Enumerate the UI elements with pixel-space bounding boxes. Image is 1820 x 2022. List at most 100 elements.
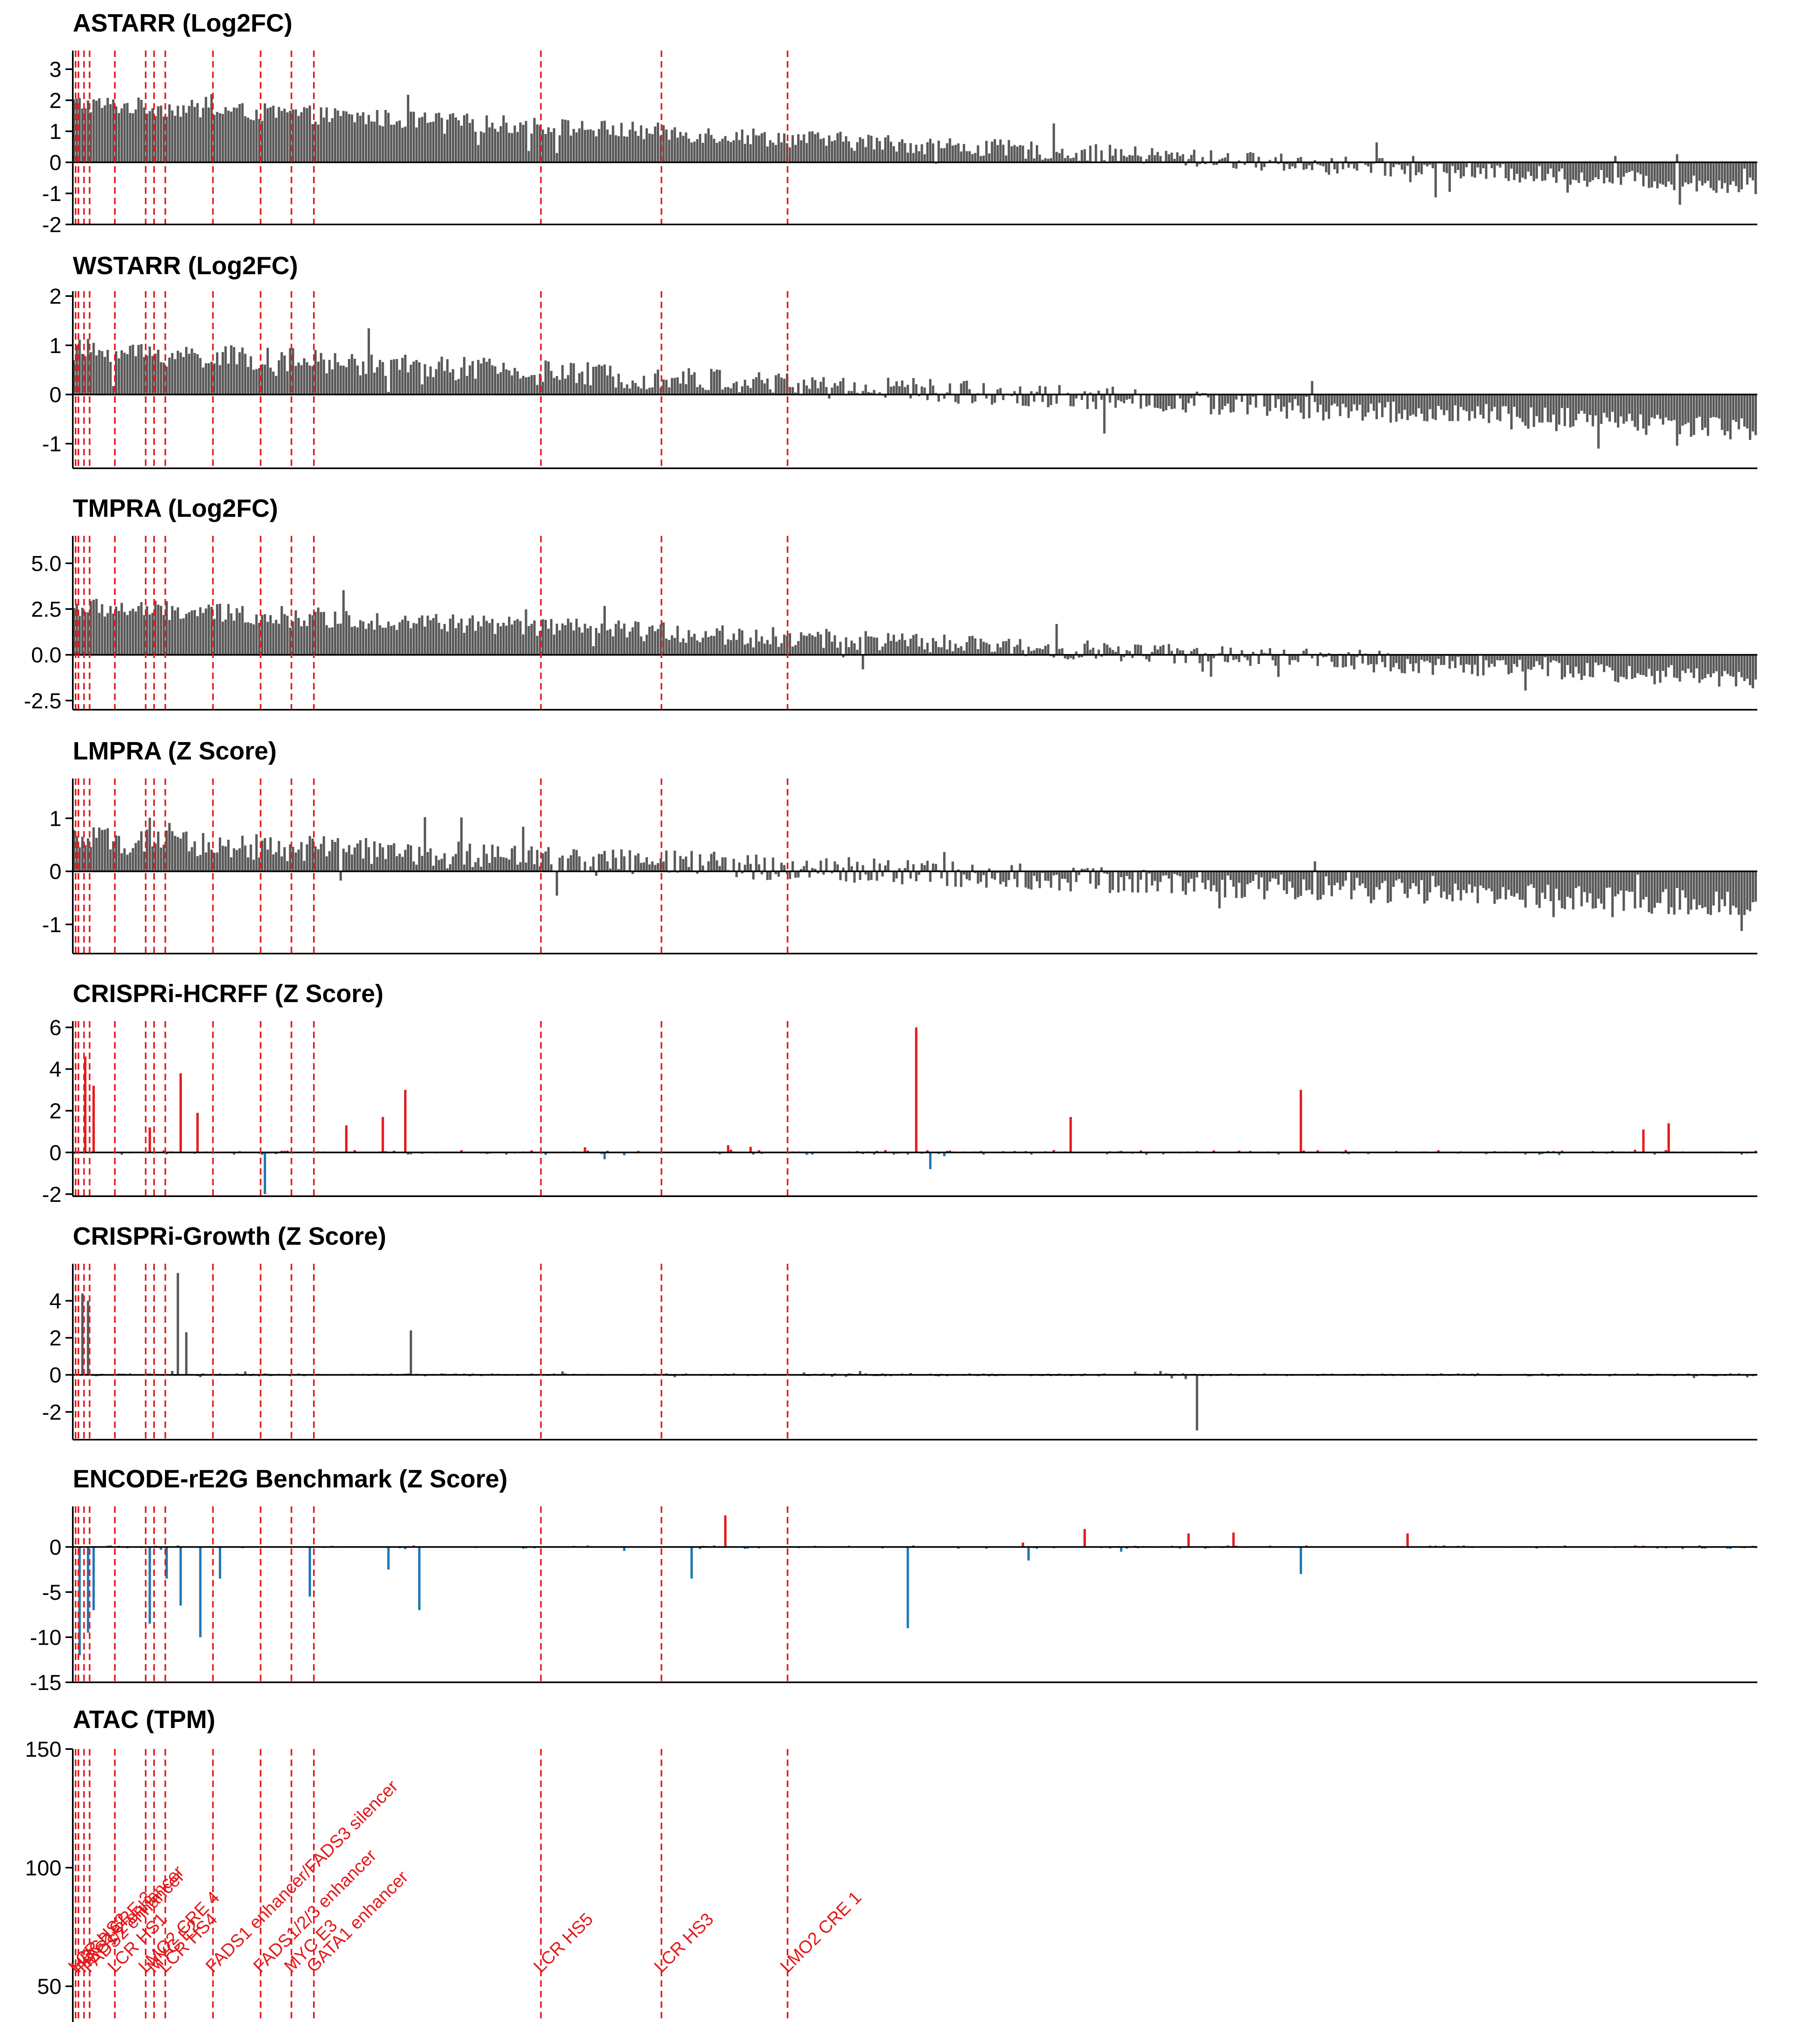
bar (474, 862, 477, 871)
bar (407, 844, 409, 871)
bar (1505, 394, 1507, 406)
bar (1120, 394, 1123, 402)
bar (844, 1375, 847, 1377)
bar (542, 853, 544, 871)
bar (1431, 162, 1434, 168)
bar (322, 117, 325, 163)
bar (679, 642, 682, 655)
bar (631, 122, 634, 163)
bar (839, 131, 842, 163)
bar (1636, 655, 1639, 673)
bar (1246, 655, 1249, 660)
bar (1044, 646, 1047, 655)
bar (1038, 871, 1041, 888)
bar (1327, 871, 1330, 886)
bar (679, 856, 682, 871)
bar (1580, 162, 1583, 173)
bar (376, 110, 379, 163)
bar (1305, 648, 1308, 655)
bar (199, 854, 202, 871)
bar (1625, 162, 1628, 173)
bar (1165, 150, 1168, 163)
bar (1030, 1152, 1033, 1155)
bar (1591, 162, 1594, 180)
bar (834, 635, 836, 655)
bar (645, 635, 648, 655)
y-tick-label: -2 (42, 1400, 61, 1424)
bar (336, 362, 339, 395)
bar (137, 97, 140, 163)
bar (1179, 871, 1181, 877)
bar (1221, 158, 1224, 163)
bar (648, 626, 651, 655)
bar (763, 132, 766, 163)
bar (381, 362, 384, 395)
bar (873, 1152, 876, 1155)
bar (104, 105, 106, 163)
bar (688, 867, 690, 871)
bar (758, 135, 760, 163)
bar (1274, 394, 1277, 408)
bar (780, 142, 783, 163)
bar (805, 636, 808, 655)
bar (1707, 655, 1709, 674)
bar (421, 384, 423, 395)
bar (581, 371, 584, 395)
bar (1510, 655, 1513, 673)
bar (1179, 1547, 1181, 1549)
bar (906, 152, 909, 163)
bar (752, 128, 755, 163)
bar (294, 610, 297, 655)
bar (789, 387, 791, 395)
bar (1347, 1152, 1350, 1155)
bar (1263, 653, 1266, 655)
bar (805, 385, 808, 395)
bar (1471, 655, 1473, 674)
bar (724, 645, 727, 655)
bar (168, 104, 171, 163)
bar (1448, 655, 1451, 669)
bar (196, 103, 199, 163)
bar (306, 108, 309, 163)
bar (710, 854, 713, 871)
bar (676, 137, 679, 163)
bar (859, 637, 861, 655)
bar (1238, 655, 1240, 662)
bar (1631, 871, 1634, 892)
bar (996, 145, 999, 163)
bar (1451, 394, 1454, 421)
bar (1277, 394, 1280, 400)
bar (1030, 141, 1033, 163)
bar (1136, 155, 1139, 163)
bar (1002, 871, 1005, 882)
bar (1448, 394, 1451, 421)
bar (1434, 394, 1437, 420)
bar (95, 599, 98, 655)
bar (98, 827, 101, 871)
bar (202, 613, 205, 655)
bar (244, 353, 247, 395)
bar (244, 1371, 247, 1375)
bar (1086, 640, 1089, 655)
bar (982, 155, 985, 163)
bar (1673, 655, 1676, 678)
bar (1243, 655, 1246, 658)
bar (1667, 162, 1670, 182)
bar (466, 376, 468, 395)
bar (1196, 648, 1198, 655)
bar (836, 386, 839, 395)
bar (957, 394, 960, 404)
bar (1299, 871, 1302, 896)
bar (606, 1151, 609, 1153)
bar (993, 651, 996, 655)
bar (351, 627, 353, 655)
bar (1645, 655, 1648, 677)
bar (1661, 394, 1664, 425)
bar (250, 119, 252, 163)
bar (853, 382, 856, 395)
bar (1580, 871, 1583, 907)
bar (1027, 647, 1030, 655)
bar (185, 347, 188, 395)
bar (157, 605, 160, 655)
